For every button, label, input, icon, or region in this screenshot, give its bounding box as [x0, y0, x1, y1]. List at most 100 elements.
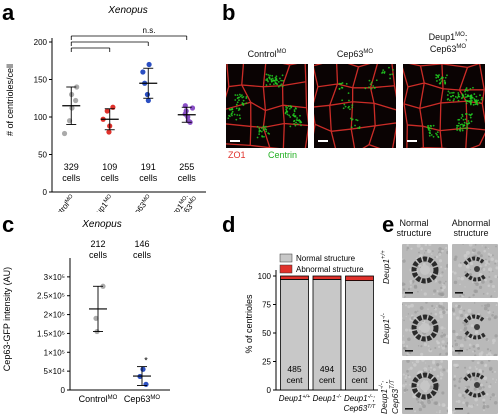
a-point-2-0	[146, 61, 152, 68]
centrin-dot	[427, 126, 429, 129]
em-row-label-dko: Deup1-/-; Cep63T/T	[378, 379, 400, 414]
em-image-dko-abnormal	[452, 360, 498, 414]
centrin-dot	[263, 135, 265, 138]
em-texture	[474, 397, 478, 402]
em-texture	[442, 310, 446, 315]
centrin-dot	[348, 108, 351, 111]
em-texture	[443, 282, 446, 285]
em-texture	[403, 346, 406, 350]
c-point-1-0	[140, 366, 146, 372]
em-texture	[402, 340, 405, 344]
centrin-dot	[239, 95, 242, 98]
em-texture	[446, 342, 448, 345]
em-texture	[469, 261, 474, 266]
em-texture	[434, 307, 437, 311]
centrin-dot	[471, 96, 474, 99]
em-texture	[405, 304, 408, 307]
centrin-dot	[450, 95, 452, 98]
centrin-dot	[458, 118, 461, 121]
em-texture	[402, 384, 406, 388]
c-ytick-label-3: 1.5×10⁵	[37, 329, 65, 338]
centrin-dot	[460, 117, 463, 119]
em-texture	[463, 254, 468, 258]
a-cells-1: cells	[101, 173, 120, 183]
em-texture	[433, 289, 437, 293]
em-texture	[440, 334, 444, 338]
centrin-dot	[350, 126, 353, 129]
centrin-dot	[453, 98, 455, 100]
d-legend-label-normal: Normal structure	[296, 254, 356, 263]
em-texture	[489, 253, 493, 257]
d-bar-abnormal-1	[312, 275, 342, 280]
centrin-dot	[461, 115, 464, 118]
centrin-dot	[275, 75, 278, 78]
em-texture	[412, 279, 415, 283]
em-texture	[433, 307, 435, 310]
legend-zo1: ZO1	[228, 150, 246, 160]
em-texture	[484, 278, 487, 282]
em-texture	[481, 280, 485, 284]
centrin-dot	[465, 89, 467, 92]
centrin-dot	[456, 124, 458, 127]
chart-d-legend: Normal structure Abnormal structure	[279, 253, 364, 274]
a-point-0-2	[73, 97, 79, 104]
em-texture	[405, 345, 409, 348]
em-texture	[403, 345, 405, 347]
em-texture	[406, 246, 410, 250]
em-scale-bar	[455, 350, 463, 352]
em-texture	[470, 324, 474, 328]
d-count-2: 530	[352, 364, 366, 374]
c-star-1: *	[144, 356, 148, 366]
centrin-dot	[477, 99, 480, 102]
em-texture	[472, 248, 476, 253]
em-texture	[469, 268, 472, 271]
em-texture	[435, 255, 439, 259]
em-texture	[479, 265, 482, 268]
centrin-dot	[292, 114, 294, 117]
em-texture	[422, 320, 424, 322]
chart-c-marks	[89, 283, 151, 387]
em-texture	[421, 399, 424, 402]
em-texture	[429, 272, 432, 275]
em-texture	[476, 404, 479, 406]
centrin-dot	[350, 119, 353, 121]
em-texture	[453, 375, 457, 378]
panel-b-micrographs: ControlMO Cep63MO Deup1MO; Cep63MO ZO1 C…	[222, 0, 500, 212]
em-texture	[467, 308, 472, 313]
em-texture	[463, 328, 467, 332]
centrin-dot	[285, 108, 288, 111]
em-texture	[472, 350, 474, 353]
em-texture	[418, 251, 420, 254]
em-texture	[484, 364, 487, 368]
chart-c-title: Xenopus	[81, 219, 121, 230]
centrin-dot	[469, 95, 472, 97]
em-texture	[482, 386, 485, 389]
a-point-0-3	[69, 105, 75, 111]
d-bar-normal-2	[345, 280, 374, 391]
centrin-dot	[351, 104, 354, 107]
centrin-dot	[436, 133, 438, 136]
em-texture	[420, 345, 423, 348]
centrin-dot	[272, 79, 275, 82]
em-texture	[425, 362, 427, 364]
em-texture	[440, 326, 444, 330]
centrin-dot	[452, 91, 455, 94]
em-texture	[486, 404, 490, 409]
em-texture	[482, 267, 486, 271]
em-scale-bar	[455, 408, 463, 410]
centrin-dot	[461, 123, 463, 126]
em-texture	[482, 409, 486, 412]
em-centriole-lumen	[420, 381, 430, 391]
em-texture	[480, 383, 483, 387]
em-texture	[403, 319, 405, 322]
em-texture	[465, 250, 470, 255]
centrin-dot	[458, 122, 460, 125]
em-texture	[438, 353, 441, 356]
em-texture	[482, 406, 486, 410]
em-texture	[440, 360, 444, 363]
micrograph-double	[403, 64, 485, 148]
em-texture	[445, 334, 448, 338]
em-texture	[445, 263, 448, 268]
em-scale-bar	[405, 408, 413, 410]
em-fragment-1	[463, 256, 485, 266]
